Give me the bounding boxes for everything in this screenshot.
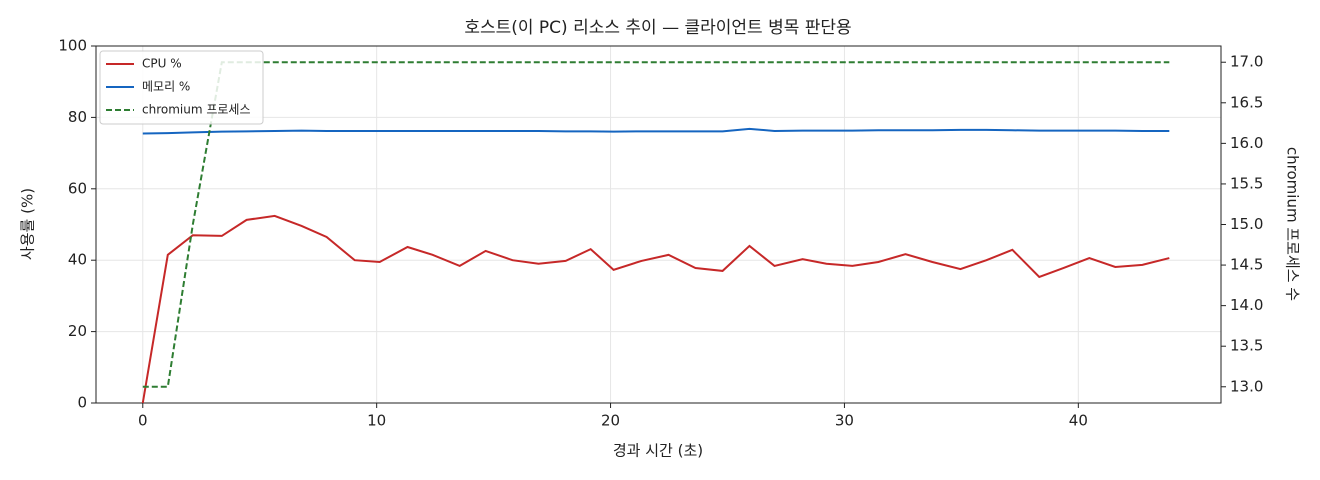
x-tick-label: 40 [1069, 412, 1088, 430]
x-tick-label: 20 [601, 412, 620, 430]
data-line [142, 61, 1170, 388]
y-tick-label: 20 [68, 322, 87, 340]
y2-tick-label: 15.0 [1230, 215, 1263, 233]
chart-title: 호스트(이 PC) 리소스 추이 — 클라이언트 병목 판단용 [464, 18, 851, 38]
legend-label: CPU % [142, 57, 182, 71]
legend-box [99, 50, 264, 125]
x-tick-label: 30 [835, 412, 854, 430]
y2-tick-label: 13.0 [1230, 377, 1263, 395]
y2-tick-label: 14.0 [1230, 296, 1263, 314]
y-tick-label: 80 [68, 108, 87, 126]
y2-tick-label: 16.5 [1230, 93, 1263, 111]
legend-label: chromium 프로세스 [142, 103, 251, 117]
legend-label: 메모리 % [142, 80, 190, 94]
y-tick-label: 100 [58, 37, 87, 55]
x-tick-label: 0 [138, 412, 148, 430]
y2-axis-label: chromium 프로세스 수 [1284, 147, 1302, 301]
y2-tick-label: 13.5 [1230, 337, 1263, 355]
y-tick-label: 40 [68, 251, 87, 269]
x-axis-label: 경과 시간 (초) [613, 442, 703, 460]
y2-tick-label: 14.5 [1230, 256, 1263, 274]
y-tick-label: 60 [68, 179, 87, 197]
x-tick-label: 10 [367, 412, 386, 430]
data-line [141, 214, 1170, 404]
y-tick-label: 0 [77, 394, 87, 412]
data-line [142, 127, 1170, 135]
y2-tick-label: 16.0 [1230, 134, 1263, 152]
y-axis-label: 사용률 (%) [19, 188, 37, 260]
y2-tick-label: 15.5 [1230, 174, 1263, 192]
y2-tick-label: 17.0 [1230, 53, 1263, 71]
plot-frame [95, 45, 1222, 404]
